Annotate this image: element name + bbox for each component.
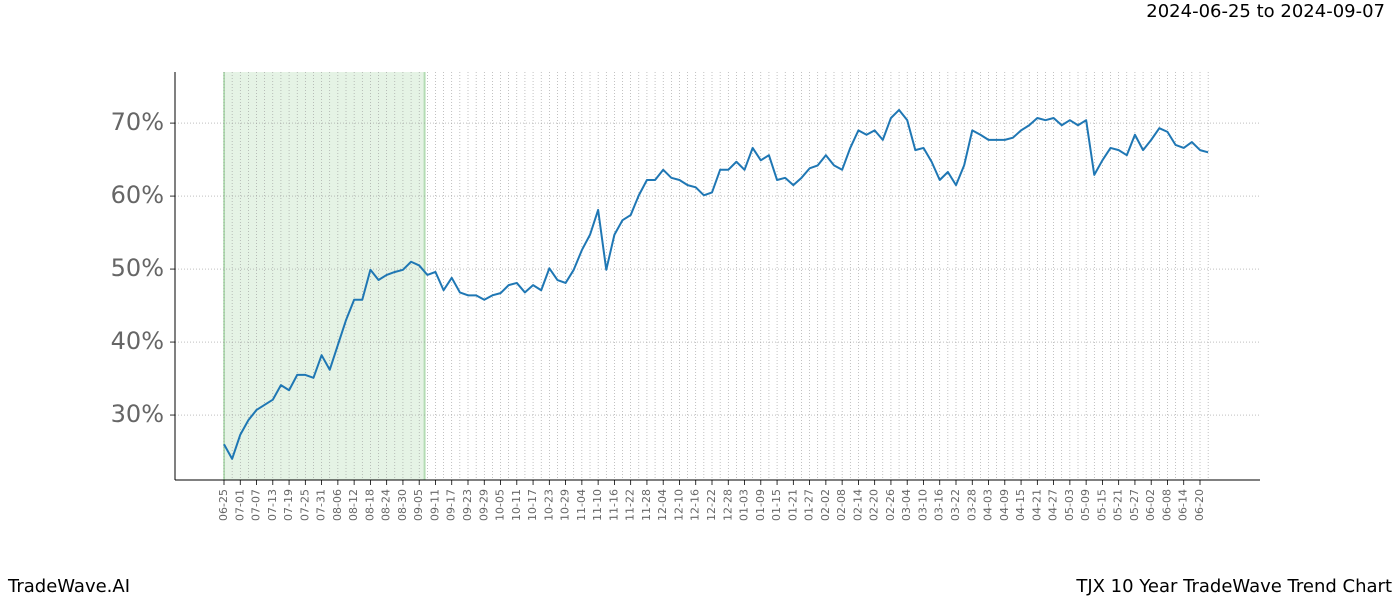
y-tick-label: 70% (111, 108, 164, 136)
y-tick-label: 30% (111, 400, 164, 428)
x-tick-label: 07-01 (233, 489, 246, 521)
x-tick-label: 08-12 (347, 489, 360, 521)
x-tick-label: 04-03 (982, 489, 995, 521)
x-tick-label: 08-24 (380, 489, 393, 521)
x-tick-label: 02-08 (835, 489, 848, 521)
x-tick-label: 06-02 (1144, 489, 1157, 521)
x-tick-label: 05-15 (1095, 489, 1108, 521)
x-tick-label: 04-09 (998, 489, 1011, 521)
x-tick-label: 08-06 (331, 489, 344, 521)
x-tick-label: 07-07 (250, 489, 263, 521)
x-tick-label: 10-29 (559, 489, 572, 521)
x-tick-label: 10-05 (494, 489, 507, 521)
x-tick-label: 07-19 (282, 489, 295, 521)
x-tick-label: 12-28 (721, 489, 734, 521)
x-tick-label: 11-10 (591, 489, 604, 521)
x-tick-label: 03-22 (949, 489, 962, 521)
footer-left: TradeWave.AI (7, 576, 130, 597)
x-tick-label: 10-23 (542, 489, 555, 521)
y-tick-label: 60% (111, 181, 164, 209)
x-tick-label: 12-04 (656, 489, 669, 521)
x-tick-label: 11-28 (640, 489, 653, 521)
x-tick-label: 01-09 (754, 489, 767, 521)
x-tick-label: 02-26 (884, 489, 897, 521)
x-tick-label: 11-04 (575, 489, 588, 521)
y-tick-label: 40% (111, 327, 164, 355)
x-tick-label: 01-15 (770, 489, 783, 521)
x-tick-label: 10-17 (526, 489, 539, 521)
x-tick-label: 02-02 (819, 489, 832, 521)
x-tick-label: 03-10 (916, 489, 929, 521)
x-tick-label: 09-23 (461, 489, 474, 521)
x-tick-label: 04-15 (1014, 489, 1027, 521)
chart-title: 2024-06-25 to 2024-09-07 (1146, 1, 1385, 22)
x-tick-label: 07-25 (298, 489, 311, 521)
x-tick-label: 09-05 (412, 489, 425, 521)
x-tick-label: 02-14 (851, 489, 864, 521)
x-tick-label: 01-03 (738, 489, 751, 521)
x-tick-label: 09-29 (477, 489, 490, 521)
x-tick-label: 04-27 (1047, 489, 1060, 521)
x-tick-label: 10-11 (510, 489, 523, 521)
highlight-band (224, 72, 425, 480)
x-tick-label: 05-27 (1128, 489, 1141, 521)
x-tick-label: 07-13 (266, 489, 279, 521)
x-tick-label: 01-21 (786, 489, 799, 521)
x-tick-label: 01-27 (803, 489, 816, 521)
y-tick-label: 50% (111, 254, 164, 282)
x-tick-label: 08-30 (396, 489, 409, 521)
footer-right: TJX 10 Year TradeWave Trend Chart (1075, 576, 1392, 597)
x-tick-label: 08-18 (363, 489, 376, 521)
x-tick-label: 09-17 (445, 489, 458, 521)
x-tick-label: 12-22 (705, 489, 718, 521)
x-tick-label: 04-21 (1030, 489, 1043, 521)
trend-line (223, 108, 1209, 460)
x-tick-label: 02-20 (868, 489, 881, 521)
x-tick-label: 06-25 (217, 489, 230, 521)
x-tick-label: 09-11 (428, 489, 441, 521)
x-tick-label: 05-09 (1079, 489, 1092, 521)
x-tick-label: 11-22 (624, 489, 637, 521)
x-tick-label: 06-08 (1160, 489, 1173, 521)
x-tick-label: 05-21 (1112, 489, 1125, 521)
x-tick-label: 05-03 (1063, 489, 1076, 521)
x-tick-label: 11-16 (607, 489, 620, 521)
x-tick-label: 12-16 (689, 489, 702, 521)
x-tick-label: 06-14 (1177, 489, 1190, 521)
x-tick-label: 12-10 (672, 489, 685, 521)
x-tick-label: 03-16 (933, 489, 946, 521)
x-tick-label: 03-04 (900, 489, 913, 521)
x-tick-label: 06-20 (1193, 489, 1206, 521)
x-tick-label: 07-31 (315, 489, 328, 521)
x-tick-label: 03-28 (965, 489, 978, 521)
